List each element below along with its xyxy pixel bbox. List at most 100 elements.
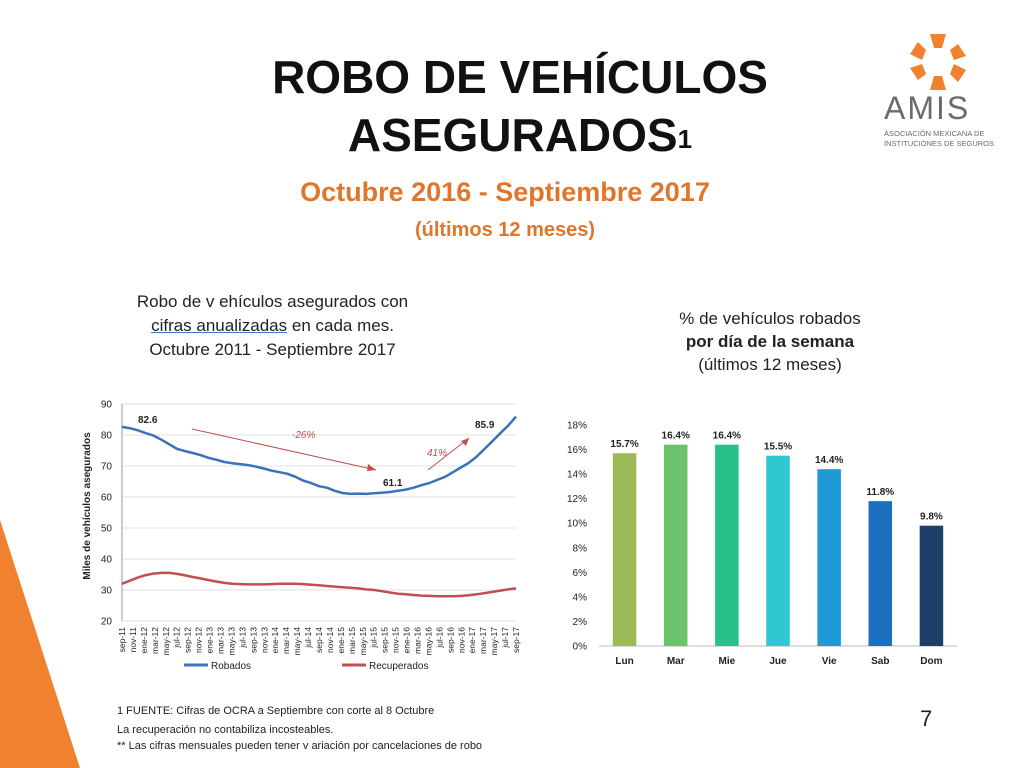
title-line2-text: ASEGURADOS: [347, 109, 678, 161]
bar-chart-categories: Lun Mar Mie Jue Vie Sab Dom: [615, 656, 942, 667]
amis-logo-mark: [910, 34, 966, 90]
line-chart-caption-line2: cifras anualizadas en cada mes.: [100, 314, 445, 338]
amis-logo-text: AMIS: [884, 90, 971, 126]
line-chart-caption-line3: Octubre 2011 - Septiembre 2017: [149, 340, 396, 359]
bar-chart-y-tick-label: 14%: [567, 470, 587, 481]
data-label-end: 85.9: [475, 420, 495, 431]
line-chart-x-tick-label: may-16: [423, 627, 433, 656]
page-title: ROBO DE VEHÍCULOS ASEGURADOS1: [200, 48, 840, 164]
bar-category-label: Jue: [769, 656, 787, 667]
line-chart-x-tick-label: ene-15: [336, 627, 346, 654]
line-chart-y-tick-label: 70: [101, 462, 113, 473]
bar-value-label: 11.8%: [866, 487, 894, 498]
bar-chart-value-labels: 15.7% 16.4% 16.4% 15.5% 14.4% 11.8% 9.8%: [610, 431, 943, 523]
bar-category-label: Mar: [667, 656, 685, 667]
line-chart-x-tick-label: may-12: [161, 627, 171, 656]
line-chart-x-tick-label: sep-17: [511, 627, 521, 653]
bar-chart-y-tick-label: 6%: [573, 568, 588, 579]
annotation-pct-up: 41%: [427, 448, 447, 459]
line-chart-y-ticks: 20 30 40 50 60 70 80 90: [101, 400, 113, 628]
line-chart-x-tick-label: nov-14: [325, 627, 335, 653]
line-chart-y-tick-label: 30: [101, 586, 113, 597]
line-chart-y-tick-label: 50: [101, 524, 113, 535]
bar-chart-caption: % de vehículos robados por día de la sem…: [620, 307, 920, 376]
line-chart-x-tick-label: jul-17: [500, 627, 510, 649]
line-chart-y-tick-label: 20: [101, 617, 113, 628]
line-chart-x-tick-label: jul-16: [434, 627, 444, 649]
bar-chart-y-tick-label: 16%: [567, 445, 587, 456]
title-line1: ROBO DE VEHÍCULOS: [272, 51, 768, 103]
amis-logo: AMIS ASOCIACIÓN MEXICANA DE INSTITUCIONE…: [870, 30, 1010, 160]
line-chart-x-tick-label: ene-17: [467, 627, 477, 654]
page-subtitle: Octubre 2016 - Septiembre 2017: [300, 177, 710, 207]
bar-category-label: Lun: [615, 656, 633, 667]
line-chart-x-tick-label: jul-14: [303, 627, 313, 649]
legend-robados-label: Robados: [211, 661, 251, 672]
bar-chart-y-tick-label: 0%: [573, 642, 588, 653]
line-chart-x-tick-label: sep-11: [117, 627, 127, 653]
bar-category-label: Sab: [871, 656, 889, 667]
line-chart-x-tick-label: ene-14: [270, 627, 280, 654]
bar-chart-y-tick-label: 2%: [573, 617, 588, 628]
line-chart-x-tick-label: mar-14: [281, 627, 291, 654]
line-chart-x-tick-label: nov-13: [259, 627, 269, 653]
bar-chart-caption-line3: (últimos 12 meses): [698, 355, 842, 374]
title-superscript: 1: [677, 124, 693, 154]
bar-chart-caption-line1: % de vehículos robados: [679, 309, 861, 328]
bar-chart-y-tick-label: 8%: [573, 543, 588, 554]
amis-logo-line1: ASOCIACIÓN MEXICANA DE: [884, 129, 985, 138]
bar-dom: [919, 525, 944, 646]
bar-value-label: 9.8%: [920, 512, 943, 523]
footnote-recovery: La recuperación no contabiliza incosteab…: [117, 724, 334, 736]
line-chart-x-tick-label: mar-15: [347, 627, 357, 654]
bar-value-label: 14.4%: [815, 455, 843, 466]
line-chart-gridlines: [121, 403, 516, 622]
bar-category-label: Mie: [719, 656, 736, 667]
line-series-robados: [121, 415, 517, 496]
page-subtitle-period: (últimos 12 meses): [414, 219, 596, 241]
line-chart-x-tick-label: mar-13: [216, 627, 226, 654]
line-chart-x-tick-label: jul-15: [369, 627, 379, 649]
bar-value-label: 15.7%: [610, 439, 638, 450]
data-label-min: 61.1: [383, 478, 403, 489]
bar-mie: [715, 444, 739, 646]
line-chart-x-tick-label: may-17: [489, 627, 499, 656]
bar-jue: [766, 455, 790, 646]
annotation-pct-down: -26%: [292, 430, 315, 441]
line-chart-x-tick-label: may-14: [292, 627, 302, 656]
line-chart-caption-rest: en cada mes.: [287, 316, 394, 335]
line-chart-caption-underlined: cifras anualizadas: [151, 316, 288, 335]
amis-logo-subtext: ASOCIACIÓN MEXICANA DE INSTITUCIONES DE …: [884, 129, 994, 149]
trend-arrow-up: [427, 437, 470, 471]
line-chart-y-tick-label: 60: [101, 493, 113, 504]
decorative-orange-shape: [0, 520, 80, 768]
line-chart-x-tick-label: may-13: [226, 627, 236, 656]
legend-recuperados-label: Recuperados: [369, 661, 428, 672]
title-line2: ASEGURADOS1: [200, 106, 840, 164]
line-chart-y-tick-label: 80: [101, 431, 113, 442]
bar-value-label: 16.4%: [662, 431, 690, 442]
line-chart-x-tick-label: ene-16: [402, 627, 412, 654]
footnote-source: 1 FUENTE: Cifras de OCRA a Septiembre co…: [117, 705, 435, 717]
line-chart-caption: Robo de v ehículos asegurados con cifras…: [100, 290, 445, 362]
line-chart-x-tick-label: mar-17: [478, 627, 488, 654]
line-chart-x-tick-label: ene-13: [205, 627, 215, 654]
line-chart-x-tick-label: sep-12: [183, 627, 193, 653]
line-chart-x-tick-label: sep-15: [380, 627, 390, 653]
footnote-variation: ** Las cifras mensuales pueden tener v a…: [117, 740, 483, 752]
line-chart-x-tick-label: nov-16: [456, 627, 466, 653]
line-chart-x-tick-label: mar-16: [413, 627, 423, 654]
line-chart-x-tick-label: nov-15: [391, 627, 401, 653]
bar-chart-y-tick-label: 12%: [567, 494, 587, 505]
bar-category-label: Dom: [920, 656, 942, 667]
line-chart-x-tick-label: sep-13: [248, 627, 258, 653]
bar-sab: [868, 501, 893, 646]
bar-mar: [663, 444, 688, 646]
trend-arrow-up-head: [461, 438, 469, 446]
bar-lun: [612, 453, 637, 646]
line-chart-x-tick-label: may-15: [358, 627, 368, 656]
line-chart-x-tick-label: ene-12: [139, 627, 149, 654]
bar-chart: 0% 2% 4% 6% 8% 10% 12% 14% 16% 18% 15.7% 16.4% 16.4…: [567, 421, 957, 667]
line-chart-y-tick-label: 90: [101, 400, 113, 411]
